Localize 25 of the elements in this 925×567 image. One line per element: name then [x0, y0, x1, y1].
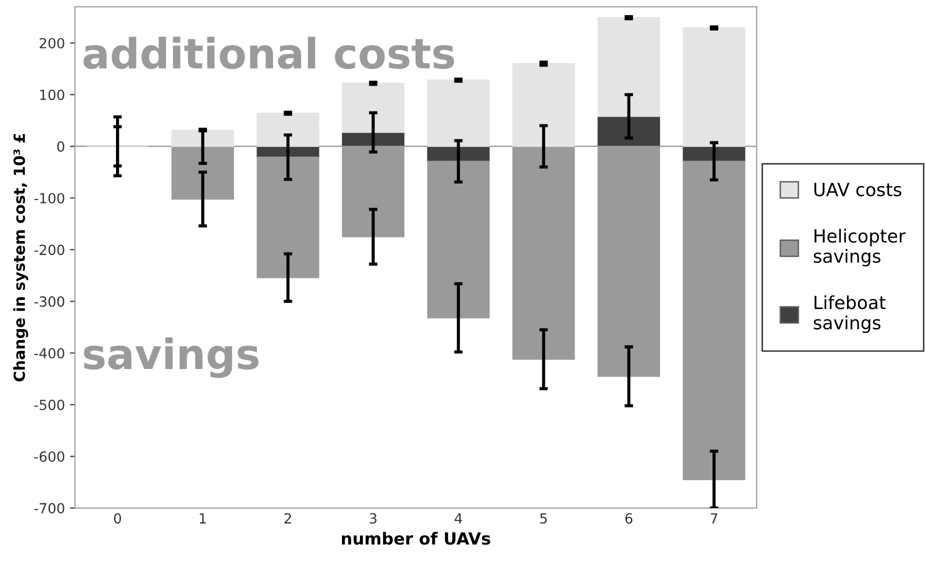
legend-label: Lifeboat savings: [814, 295, 886, 334]
x-tick-label: 6: [625, 513, 632, 524]
y-axis-title: Change in system cost, 10³ £: [13, 134, 28, 382]
x-tick-label: 7: [710, 513, 718, 524]
y-tick-label: -400: [34, 348, 64, 358]
y-tick-label: -300: [34, 296, 64, 307]
y-tick-label: 0: [57, 141, 64, 152]
y-tick-label: -200: [34, 244, 64, 256]
y-tick-label: -700: [34, 503, 64, 514]
x-axis-title: number of UAVs: [342, 532, 490, 545]
x-tick-label: 0: [114, 513, 122, 524]
legend-label: UAV costs: [814, 182, 902, 196]
x-tick-label: 3: [370, 513, 376, 524]
x-tick-label: 4: [454, 513, 462, 524]
x-tick-label: 1: [200, 513, 206, 524]
y-tick-label: 200: [40, 38, 64, 48]
y-tick-label: 100: [40, 90, 64, 100]
y-tick-label: -500: [34, 400, 64, 410]
y-tick-label: -100: [34, 192, 64, 204]
annotation: savings: [84, 337, 258, 378]
annotation: additional costs: [84, 36, 454, 70]
y-tick-label: -600: [34, 451, 64, 462]
x-tick-label: 5: [540, 513, 547, 524]
legend-label: Helicopter savings: [814, 228, 906, 266]
x-tick-label: 2: [284, 513, 291, 524]
